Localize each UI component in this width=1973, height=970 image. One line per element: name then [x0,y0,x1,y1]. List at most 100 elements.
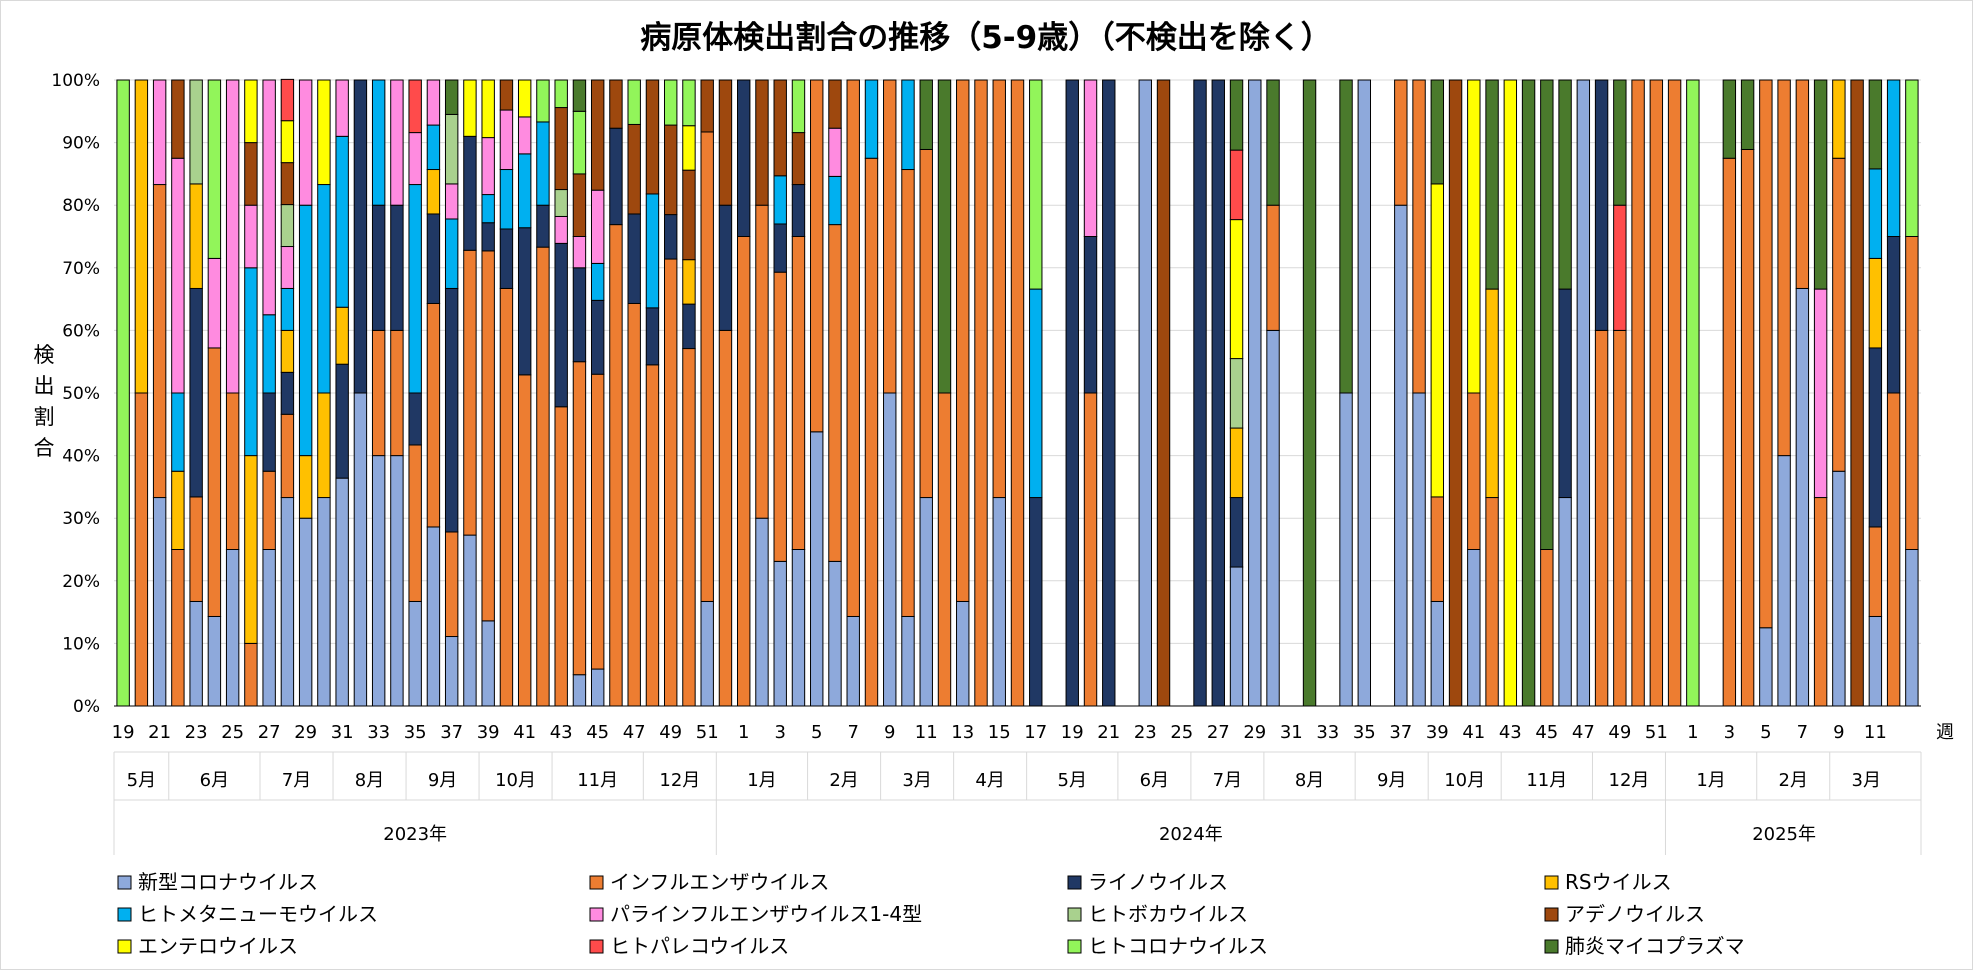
bar-stack [864,79,879,707]
bar-segment [791,549,806,707]
bar-segment [189,183,203,289]
x-year-label: 2023年 [383,824,447,845]
x-week-label: 25 [1170,722,1193,743]
x-week-label: 7 [1797,722,1808,743]
bar-segment [1248,79,1262,707]
y-tick-label: 30% [62,509,100,529]
bar-segment [408,392,422,446]
bar-segment [1521,79,1536,707]
bar-stack [371,79,386,707]
bar-segment [572,267,587,363]
bar-segment [682,169,696,261]
x-axis-title: 週 [1936,722,1954,743]
bar-segment [901,169,915,617]
bar-segment [590,79,605,191]
bar-segment [700,131,714,602]
bar-segment [1777,79,1791,457]
x-month-label: 5月 [1058,770,1087,791]
bar-segment [189,79,203,185]
bar-segment [682,79,696,127]
legend-label: 新型コロナウイルス [138,870,318,894]
bar-stack [992,79,1006,707]
bar-segment [682,303,696,350]
bar-segment [1229,566,1244,707]
bar-segment [280,78,295,122]
y-tick-label: 80% [62,196,100,216]
bar-stack [700,79,714,707]
x-month-label: 12月 [659,770,700,791]
bar-segment [1229,149,1244,221]
bar-stack [1156,79,1171,707]
x-week-label: 31 [331,722,354,743]
bar-segment [499,287,514,707]
bar-segment [1266,329,1280,707]
bar-segment [791,132,806,186]
bar-segment [974,79,988,707]
bar-segment [1485,79,1499,290]
legend-swatch [1067,939,1082,954]
bar-segment [1686,79,1700,707]
bar-stack [444,79,459,707]
bar-stack [189,79,203,707]
x-week-label: 29 [294,722,317,743]
legend-swatch [1067,875,1082,890]
x-month-label: 1月 [747,770,776,791]
bar-stack [937,79,952,707]
bar-segment [1905,236,1919,550]
bar-segment [627,302,641,707]
bar-segment [225,549,240,707]
bar-segment [572,361,587,676]
x-year-label: 2024年 [1159,824,1223,845]
bar-stack [1302,79,1317,707]
bar-segment [937,392,952,707]
x-week-label: 19 [1061,722,1084,743]
x-week-label: 11 [915,722,938,743]
bar-segment [463,249,477,536]
bar-stack [1485,79,1499,707]
bar-stack [1540,79,1554,707]
bar-segment [1102,79,1116,707]
bar-segment [280,497,295,707]
bar-stack [1667,79,1682,707]
x-month-label: 1月 [1696,770,1725,791]
bar-segment [1394,204,1408,707]
bar-segment [1649,79,1664,707]
bar-stack [408,79,422,707]
x-week-label: 13 [951,722,974,743]
bar-segment [937,79,952,394]
bar-stack [298,79,313,707]
bar-segment [463,135,477,251]
x-week-label: 9 [1833,722,1844,743]
bar-segment [298,79,313,206]
bar-segment [280,120,295,164]
bar-stack [280,78,295,707]
bar-segment [390,79,404,206]
bar-stack [1649,79,1664,707]
bar-stack [1412,79,1426,707]
bar-segment [207,257,222,349]
legend-swatch [1067,907,1082,922]
legend-item: ヒトパレコウイルス [589,934,789,958]
bar-segment [371,455,386,707]
bar-segment [426,169,441,215]
bar-segment [572,173,587,237]
legend-swatch [1544,939,1559,954]
bar-segment [810,431,824,707]
bar-stack [335,79,349,707]
bar-segment [590,262,605,301]
bar-segment [262,392,276,472]
bar-segment [919,79,933,150]
bar-segment [280,413,295,499]
bar-segment [828,79,842,129]
bar-segment [700,79,714,133]
bar-stack [353,79,368,707]
bar-stack [1193,79,1207,707]
bar-stack [499,79,514,707]
bar-segment [536,79,550,123]
bar-stack [317,79,331,707]
bar-segment [1832,79,1846,159]
legend-item: アデノウイルス [1544,902,1705,926]
bar-segment [1302,79,1317,707]
bar-segment [1229,497,1244,568]
bar-segment [517,116,532,155]
